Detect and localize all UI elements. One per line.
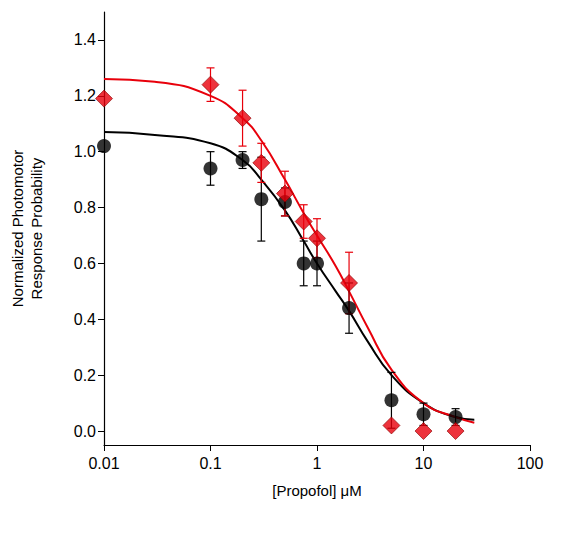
svg-text:Normalized Photomotor: Normalized Photomotor bbox=[9, 150, 26, 308]
svg-text:100: 100 bbox=[517, 455, 544, 472]
svg-text:0.1: 0.1 bbox=[199, 455, 221, 472]
svg-text:1.2: 1.2 bbox=[74, 87, 96, 104]
svg-text:0.8: 0.8 bbox=[74, 199, 96, 216]
svg-text:1.4: 1.4 bbox=[74, 31, 96, 48]
svg-text:1.0: 1.0 bbox=[74, 143, 96, 160]
svg-text:Response Probability: Response Probability bbox=[28, 157, 45, 299]
svg-text:0.2: 0.2 bbox=[74, 367, 96, 384]
svg-text:1: 1 bbox=[313, 455, 322, 472]
svg-text:0.4: 0.4 bbox=[74, 311, 96, 328]
svg-text:0.6: 0.6 bbox=[74, 255, 96, 272]
svg-text:10: 10 bbox=[415, 455, 433, 472]
svg-text:[Propofol] μM: [Propofol] μM bbox=[272, 482, 362, 499]
svg-text:0.01: 0.01 bbox=[88, 455, 119, 472]
svg-text:0.0: 0.0 bbox=[74, 423, 96, 440]
